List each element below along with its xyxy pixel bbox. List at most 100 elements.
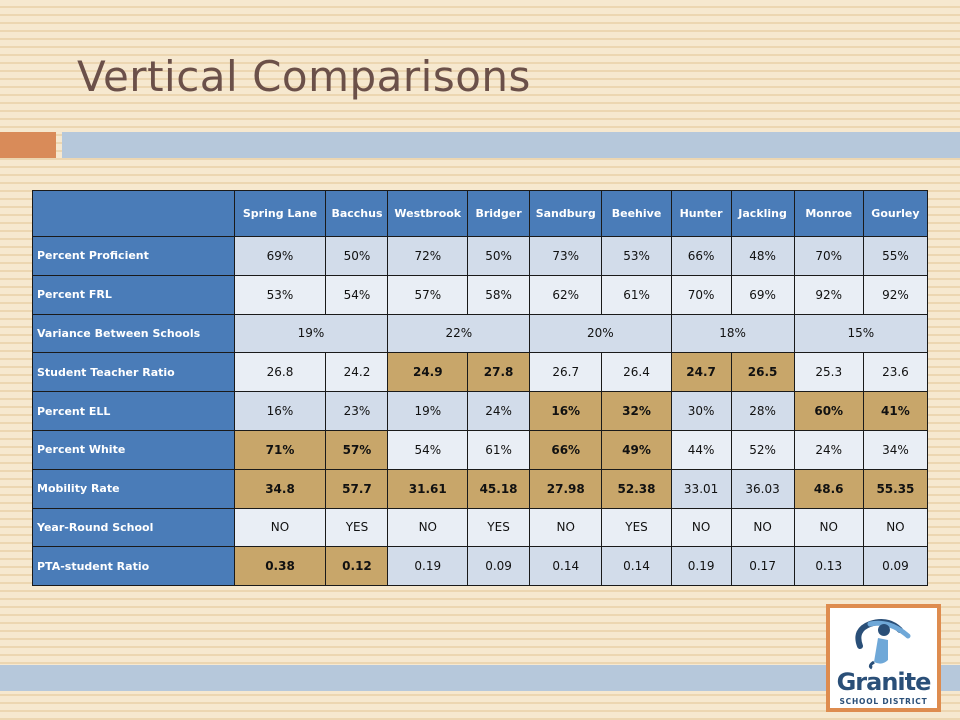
table-cell: 0.17 xyxy=(730,546,795,587)
table-cell: 44% xyxy=(670,429,732,470)
table-cell: YES xyxy=(467,507,531,548)
column-header: Beehive xyxy=(601,190,672,237)
logo-subtitle: SCHOOL DISTRICT xyxy=(839,697,928,706)
footer-bar-blue xyxy=(0,665,960,691)
table-cell: 58% xyxy=(467,274,531,315)
table-cell: 70% xyxy=(793,236,864,276)
row-label: Variance Between Schools xyxy=(32,313,235,354)
column-header: Bacchus xyxy=(325,190,389,237)
table-cell: 32% xyxy=(601,391,672,431)
table-row: Student Teacher Ratio 26.8 24.2 24.9 27.8 26.… xyxy=(32,352,929,393)
table-cell: 53% xyxy=(601,236,672,276)
table-cell: 72% xyxy=(387,236,469,276)
table-cell: 48.6 xyxy=(793,468,864,509)
table-corner-cell xyxy=(32,190,235,237)
table-cell: 0.19 xyxy=(387,546,469,587)
table-cell: 92% xyxy=(793,274,864,315)
table-cell: 69% xyxy=(233,236,327,276)
table-cell: 62% xyxy=(529,274,603,315)
column-header: Monroe xyxy=(793,190,864,237)
table-cell: 57% xyxy=(387,274,469,315)
column-header: Sandburg xyxy=(529,190,603,237)
table-cell: 19% xyxy=(387,391,469,431)
table-cell: 50% xyxy=(467,236,531,276)
table-cell: 57.7 xyxy=(325,468,389,509)
person-figure-icon xyxy=(855,619,911,670)
table-cell: 27.98 xyxy=(529,468,603,509)
table-cell: 45.18 xyxy=(467,468,531,509)
table-cell: 0.14 xyxy=(601,546,672,587)
accent-bar-blue xyxy=(62,132,960,158)
table-cell: 54% xyxy=(325,274,389,315)
comparison-table: Spring Lane Bacchus Westbrook Bridger Sa… xyxy=(32,190,929,587)
table-cell: 27.8 xyxy=(467,352,531,393)
table-cell: NO xyxy=(793,507,864,548)
table-header-row: Spring Lane Bacchus Westbrook Bridger Sa… xyxy=(32,190,929,237)
table-row: Percent FRL 53% 54% 57% 58% 62% 61% 70% 69% 92% 92… xyxy=(32,274,929,315)
table-cell: 41% xyxy=(862,391,929,431)
table-cell: 16% xyxy=(233,391,327,431)
table-cell: 0.09 xyxy=(862,546,929,587)
table-row: Variance Between Schools 19% 22% 20% 18% 15% xyxy=(32,313,929,354)
table-cell-merged: 19% xyxy=(233,313,389,354)
table-row: Percent ELL 16% 23% 19% 24% 16% 32% 30% 28% 60% 41… xyxy=(32,391,929,431)
table-cell: 73% xyxy=(529,236,603,276)
table-cell: 28% xyxy=(730,391,795,431)
table-cell: 31.61 xyxy=(387,468,469,509)
table-cell: 30% xyxy=(670,391,732,431)
table-cell: 55% xyxy=(862,236,929,276)
table-cell: 66% xyxy=(529,429,603,470)
table-cell: 92% xyxy=(862,274,929,315)
table-row: Percent White 71% 57% 54% 61% 66% 49% 44% 52% 24%… xyxy=(32,429,929,470)
table-cell: YES xyxy=(601,507,672,548)
column-header: Westbrook xyxy=(387,190,469,237)
table-cell: 33.01 xyxy=(670,468,732,509)
row-label: PTA-student Ratio xyxy=(32,546,235,587)
table-cell: 53% xyxy=(233,274,327,315)
table-cell: 23% xyxy=(325,391,389,431)
table-cell: 34% xyxy=(862,429,929,470)
logo-name: Granite xyxy=(836,668,932,696)
row-label: Percent ELL xyxy=(32,391,235,431)
accent-bar-orange xyxy=(0,132,56,158)
table-cell: NO xyxy=(670,507,732,548)
table-cell: NO xyxy=(529,507,603,548)
slide-title: Vertical Comparisons xyxy=(77,52,531,101)
table-cell: 26.5 xyxy=(730,352,795,393)
table-cell: NO xyxy=(233,507,327,548)
table-cell-merged: 18% xyxy=(670,313,795,354)
table-cell: 69% xyxy=(730,274,795,315)
table-cell: 71% xyxy=(233,429,327,470)
table-cell: 34.8 xyxy=(233,468,327,509)
table-cell: 26.8 xyxy=(233,352,327,393)
table-cell: 0.19 xyxy=(670,546,732,587)
table-cell: 50% xyxy=(325,236,389,276)
table-cell: 0.09 xyxy=(467,546,531,587)
table-cell-merged: 15% xyxy=(793,313,929,354)
table-cell: 70% xyxy=(670,274,732,315)
table-row: PTA-student Ratio 0.38 0.12 0.19 0.09 0.14 0.1… xyxy=(32,546,929,587)
table-cell: 23.6 xyxy=(862,352,929,393)
column-header: Gourley xyxy=(862,190,929,237)
table-cell: 52% xyxy=(730,429,795,470)
row-label: Percent FRL xyxy=(32,274,235,315)
table-cell: 52.38 xyxy=(601,468,672,509)
column-header: Bridger xyxy=(467,190,531,237)
row-label: Percent White xyxy=(32,429,235,470)
column-header: Hunter xyxy=(670,190,732,237)
table-cell-merged: 20% xyxy=(529,313,672,354)
table-cell: 24.9 xyxy=(387,352,469,393)
table-cell: 48% xyxy=(730,236,795,276)
table-cell: 0.13 xyxy=(793,546,864,587)
table-cell: 24.7 xyxy=(670,352,732,393)
table-row: Mobility Rate 34.8 57.7 31.61 45.18 27.98 52.3… xyxy=(32,468,929,509)
table-cell: NO xyxy=(862,507,929,548)
table-cell: 60% xyxy=(793,391,864,431)
table-cell: NO xyxy=(387,507,469,548)
granite-school-district-logo: Granite SCHOOL DISTRICT xyxy=(826,604,941,712)
table-cell: 0.12 xyxy=(325,546,389,587)
table-cell: 36.03 xyxy=(730,468,795,509)
table-cell: YES xyxy=(325,507,389,548)
column-header: Spring Lane xyxy=(233,190,327,237)
table-cell: 24.2 xyxy=(325,352,389,393)
